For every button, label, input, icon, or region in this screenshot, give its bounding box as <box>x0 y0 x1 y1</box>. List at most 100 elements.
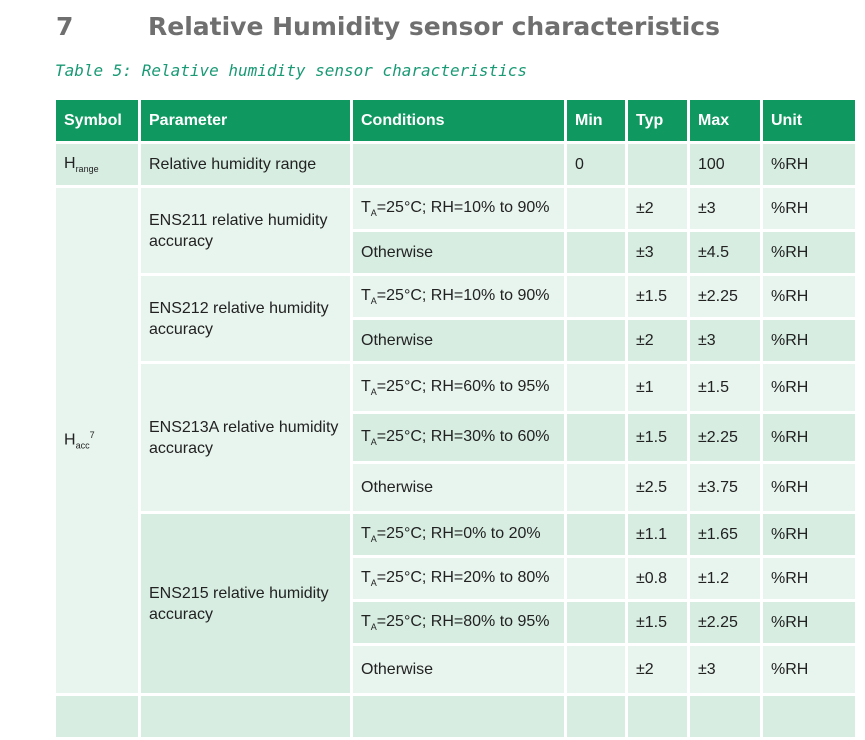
conditions-cell: TA=25°C; RH=30% to 60% <box>353 414 564 461</box>
symbol-cell: Hacc7 <box>56 188 138 693</box>
max-cell: ±3 <box>690 646 760 693</box>
header-min: Min <box>567 100 625 141</box>
conditions-cell: TA=25°C; RH=0% to 20% <box>353 514 564 555</box>
max-cell: ±2.25 <box>690 414 760 461</box>
unit-cell: %RH <box>763 414 855 461</box>
table-row: TA=25°C; RH=20% to 80% ±0.8 ±1.2 %RH <box>56 558 855 599</box>
table-row <box>56 696 855 737</box>
header-parameter: Parameter <box>141 100 350 141</box>
conditions-cell: Otherwise <box>353 232 564 273</box>
max-cell: ±3 <box>690 320 760 361</box>
parameter-cell: ENS213A relative humidity accuracy <box>141 364 350 511</box>
typ-cell: ±1 <box>628 364 687 411</box>
conditions-cell: TA=25°C; RH=60% to 95% <box>353 364 564 411</box>
min-cell: 0 <box>567 144 625 185</box>
typ-cell: ±1.5 <box>628 276 687 317</box>
header-symbol: Symbol <box>56 100 138 141</box>
unit-cell: %RH <box>763 558 855 599</box>
parameter-cell: ENS212 relative humidity accuracy <box>141 276 350 361</box>
unit-cell: %RH <box>763 144 855 185</box>
section-number: 7 <box>56 12 74 41</box>
conditions-cell: TA=25°C; RH=80% to 95% <box>353 602 564 643</box>
conditions-cell: Otherwise <box>353 646 564 693</box>
table-caption: Table 5: Relative humidity sensor charac… <box>55 61 528 80</box>
conditions-cell: TA=25°C; RH=20% to 80% <box>353 558 564 599</box>
rh-characteristics-table: Symbol Parameter Conditions Min Typ Max … <box>53 97 858 740</box>
conditions-cell: Otherwise <box>353 464 564 511</box>
typ-cell: ±1.5 <box>628 414 687 461</box>
min-cell <box>567 558 625 599</box>
min-cell <box>567 276 625 317</box>
header-conditions: Conditions <box>353 100 564 141</box>
max-cell <box>690 696 760 737</box>
section-heading: 7 Relative Humidity sensor characteristic… <box>56 12 720 41</box>
typ-cell: ±1.5 <box>628 602 687 643</box>
conditions-cell: TA=25°C; RH=10% to 90% <box>353 276 564 317</box>
max-cell: ±3.75 <box>690 464 760 511</box>
table-row: ENS215 relative humidity accuracy TA=25°… <box>56 514 855 693</box>
max-cell: ±3 <box>690 188 760 229</box>
unit-cell: %RH <box>763 464 855 511</box>
min-cell <box>567 646 625 693</box>
table-row: Hacc7 ENS211 relative humidity accuracy … <box>56 188 855 693</box>
symbol-cell <box>56 696 138 737</box>
typ-cell: ±2 <box>628 646 687 693</box>
min-cell <box>567 414 625 461</box>
table-header-row: Symbol Parameter Conditions Min Typ Max … <box>56 100 855 141</box>
conditions-cell <box>353 144 564 185</box>
parameter-cell: ENS215 relative humidity accuracy <box>141 514 350 693</box>
table-row: ENS213A relative humidity accuracy TA=25… <box>56 364 855 511</box>
unit-cell: %RH <box>763 188 855 229</box>
unit-cell: %RH <box>763 602 855 643</box>
conditions-cell <box>353 696 564 737</box>
min-cell <box>567 696 625 737</box>
typ-cell: ±2 <box>628 320 687 361</box>
unit-cell: %RH <box>763 364 855 411</box>
typ-cell: ±2.5 <box>628 464 687 511</box>
max-cell: ±1.65 <box>690 514 760 555</box>
table-row: TA=25°C; RH=80% to 95% ±1.5 ±2.25 %RH <box>56 602 855 643</box>
table-row: ENS212 relative humidity accuracy TA=25°… <box>56 276 855 361</box>
typ-cell <box>628 144 687 185</box>
max-cell: 100 <box>690 144 760 185</box>
header-typ: Typ <box>628 100 687 141</box>
typ-cell <box>628 696 687 737</box>
max-cell: ±2.25 <box>690 276 760 317</box>
unit-cell: %RH <box>763 232 855 273</box>
parameter-cell <box>141 696 350 737</box>
unit-cell: %RH <box>763 514 855 555</box>
min-cell <box>567 514 625 555</box>
symbol-cell: Hrange <box>56 144 138 185</box>
header-max: Max <box>690 100 760 141</box>
typ-cell: ±2 <box>628 188 687 229</box>
table-row: Otherwise ±3 ±4.5 %RH <box>56 232 855 273</box>
table-row: Otherwise ±2 ±3 %RH <box>56 646 855 693</box>
table-row: Hrange Relative humidity range 0 100 %RH <box>56 144 855 185</box>
unit-cell: %RH <box>763 320 855 361</box>
parameter-cell: ENS211 relative humidity accuracy <box>141 188 350 273</box>
table-row: Otherwise ±2 ±3 %RH <box>56 320 855 361</box>
unit-cell <box>763 696 855 737</box>
max-cell: ±1.5 <box>690 364 760 411</box>
typ-cell: ±0.8 <box>628 558 687 599</box>
min-cell <box>567 602 625 643</box>
conditions-cell: Otherwise <box>353 320 564 361</box>
table-row: TA=25°C; RH=30% to 60% ±1.5 ±2.25 %RH <box>56 414 855 461</box>
header-unit: Unit <box>763 100 855 141</box>
min-cell <box>567 232 625 273</box>
min-cell <box>567 320 625 361</box>
typ-cell: ±1.1 <box>628 514 687 555</box>
min-cell <box>567 188 625 229</box>
section-title: Relative Humidity sensor characteristics <box>148 12 721 41</box>
typ-cell: ±3 <box>628 232 687 273</box>
unit-cell: %RH <box>763 276 855 317</box>
max-cell: ±2.25 <box>690 602 760 643</box>
min-cell <box>567 364 625 411</box>
conditions-cell: TA=25°C; RH=10% to 90% <box>353 188 564 229</box>
max-cell: ±1.2 <box>690 558 760 599</box>
max-cell: ±4.5 <box>690 232 760 273</box>
table-row: Otherwise ±2.5 ±3.75 %RH <box>56 464 855 511</box>
min-cell <box>567 464 625 511</box>
parameter-cell: Relative humidity range <box>141 144 350 185</box>
unit-cell: %RH <box>763 646 855 693</box>
